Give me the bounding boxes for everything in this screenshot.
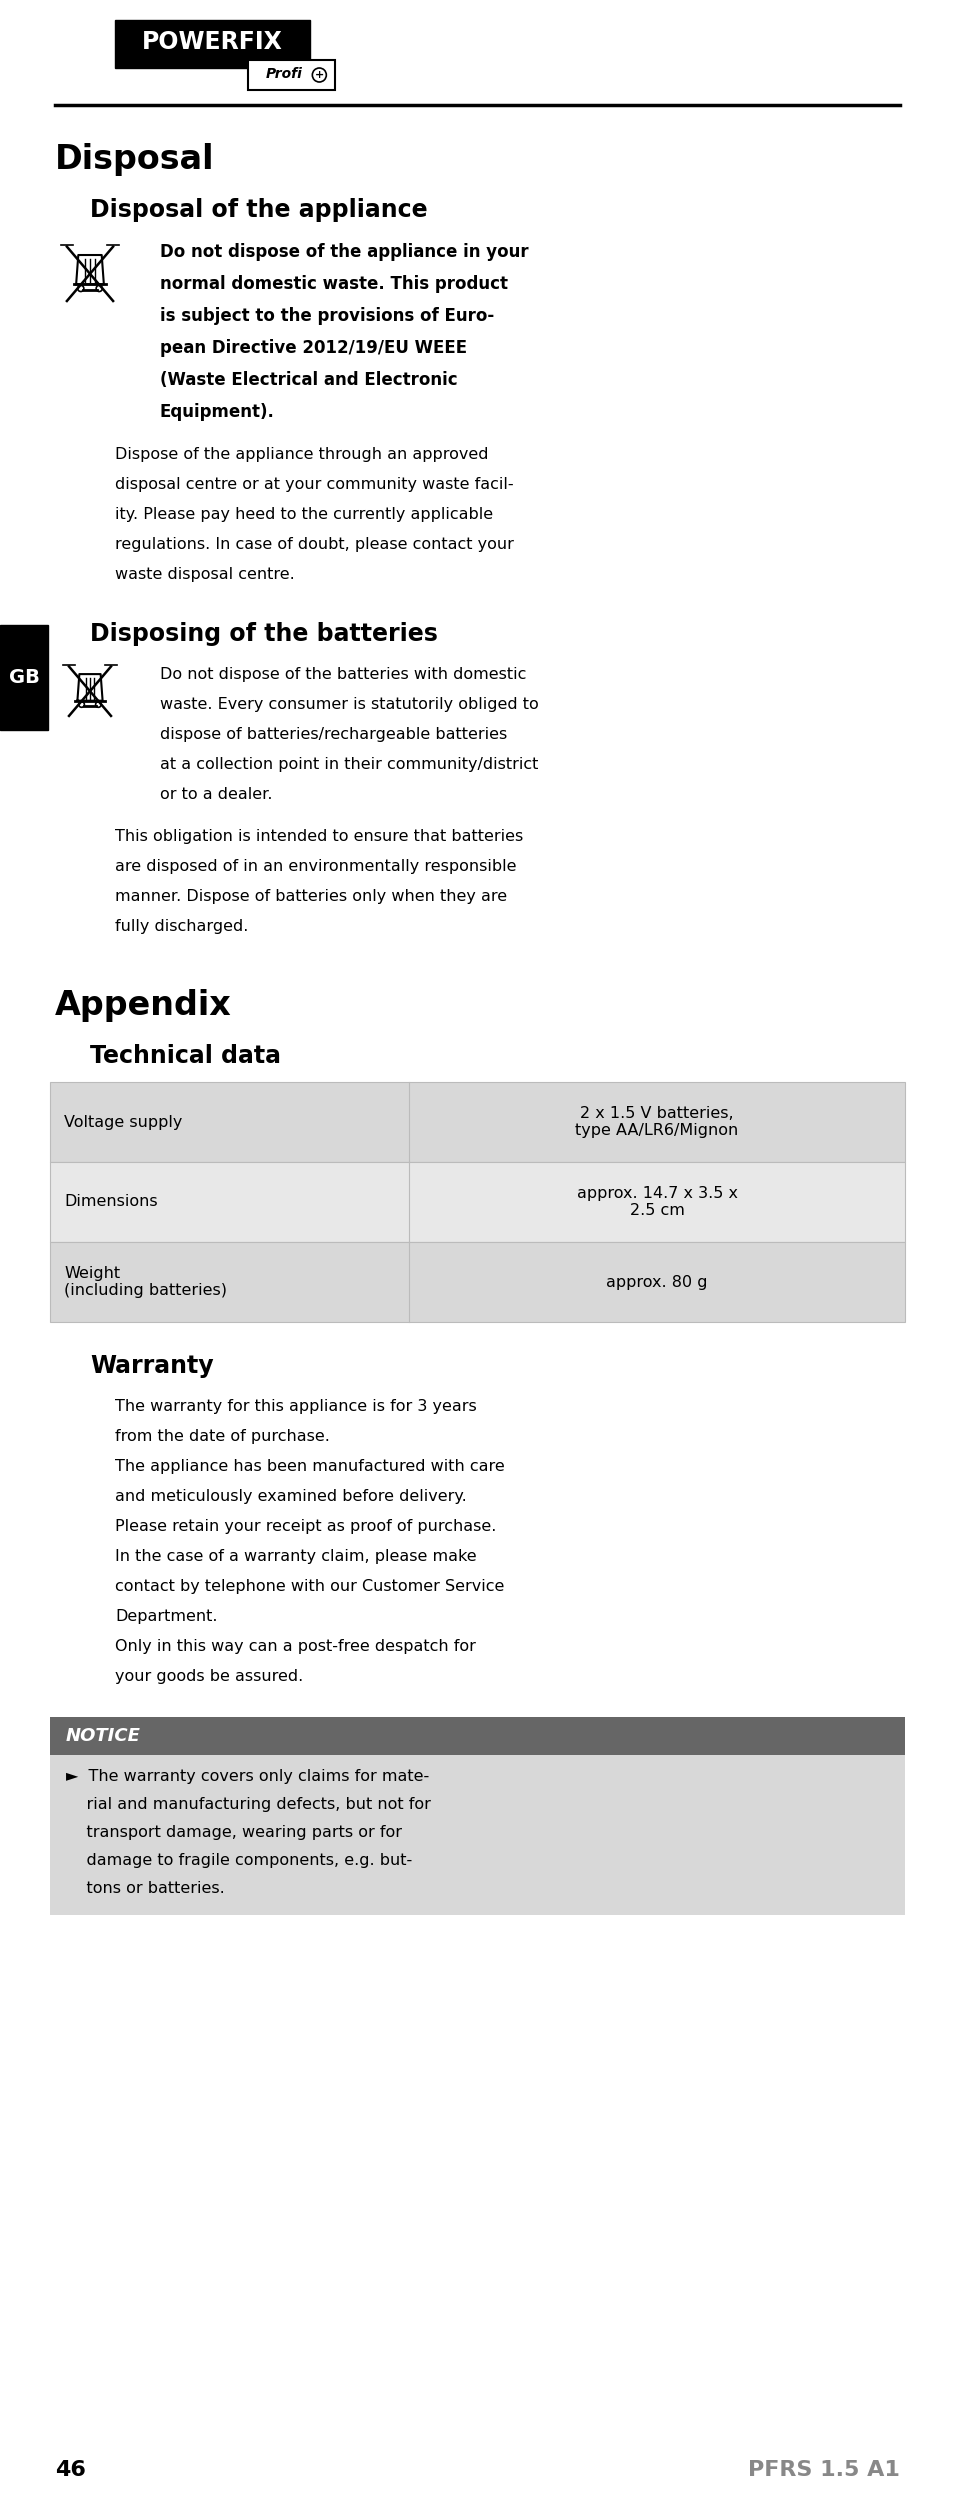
Text: Weight
(including batteries): Weight (including batteries) (64, 1265, 227, 1298)
Text: Please retain your receipt as proof of purchase.: Please retain your receipt as proof of p… (115, 1519, 496, 1534)
Text: Voltage supply: Voltage supply (64, 1114, 182, 1130)
Text: Disposal of the appliance: Disposal of the appliance (90, 198, 427, 221)
Text: waste disposal centre.: waste disposal centre. (115, 567, 294, 582)
Text: approx. 14.7 x 3.5 x
2.5 cm: approx. 14.7 x 3.5 x 2.5 cm (576, 1185, 737, 1217)
Text: Only in this way can a post-free despatch for: Only in this way can a post-free despatc… (115, 1639, 476, 1654)
Text: fully discharged.: fully discharged. (115, 919, 248, 934)
Text: Disposing of the batteries: Disposing of the batteries (90, 622, 437, 645)
Text: +: + (314, 70, 324, 80)
Text: approx. 80 g: approx. 80 g (606, 1275, 707, 1290)
Text: manner. Dispose of batteries only when they are: manner. Dispose of batteries only when t… (115, 889, 507, 904)
Text: (Waste Electrical and Electronic: (Waste Electrical and Electronic (160, 371, 457, 389)
Bar (248, 60, 335, 90)
Text: Profi: Profi (266, 68, 303, 80)
Text: In the case of a warranty claim, please make: In the case of a warranty claim, please … (115, 1549, 476, 1564)
Bar (0, 625, 48, 730)
Text: rial and manufacturing defects, but not for: rial and manufacturing defects, but not … (66, 1797, 431, 1812)
Text: waste. Every consumer is statutorily obliged to: waste. Every consumer is statutorily obl… (160, 698, 538, 713)
Text: Do not dispose of the appliance in your: Do not dispose of the appliance in your (160, 243, 528, 261)
Text: at a collection point in their community/district: at a collection point in their community… (160, 758, 537, 773)
Text: This obligation is intended to ensure that batteries: This obligation is intended to ensure th… (115, 828, 522, 843)
Text: is subject to the provisions of Euro-: is subject to the provisions of Euro- (160, 306, 494, 324)
Text: from the date of purchase.: from the date of purchase. (115, 1428, 330, 1443)
Text: and meticulously examined before delivery.: and meticulously examined before deliver… (115, 1488, 466, 1503)
Text: Dimensions: Dimensions (64, 1195, 157, 1210)
Bar (50, 1717, 904, 1754)
Text: Department.: Department. (115, 1609, 217, 1624)
Text: regulations. In case of doubt, please contact your: regulations. In case of doubt, please co… (115, 537, 514, 552)
Text: Disposal: Disposal (55, 143, 214, 176)
Text: 2 x 1.5 V batteries,
type AA/LR6/Mignon: 2 x 1.5 V batteries, type AA/LR6/Mignon (575, 1107, 738, 1137)
Bar (50, 1162, 904, 1242)
Text: damage to fragile components, e.g. but-: damage to fragile components, e.g. but- (66, 1852, 412, 1867)
Text: or to a dealer.: or to a dealer. (160, 788, 273, 803)
Bar (50, 1082, 904, 1162)
Text: pean Directive 2012/19/EU WEEE: pean Directive 2012/19/EU WEEE (160, 339, 467, 356)
Text: are disposed of in an environmentally responsible: are disposed of in an environmentally re… (115, 858, 516, 873)
Text: Do not dispose of the batteries with domestic: Do not dispose of the batteries with dom… (160, 668, 526, 683)
Circle shape (312, 68, 326, 83)
Text: NOTICE: NOTICE (66, 1727, 141, 1744)
Text: POWERFIX: POWERFIX (142, 30, 283, 55)
Text: normal domestic waste. This product: normal domestic waste. This product (160, 276, 507, 294)
Text: disposal centre or at your community waste facil-: disposal centre or at your community was… (115, 477, 513, 492)
Text: ►  The warranty covers only claims for mate-: ► The warranty covers only claims for ma… (66, 1770, 429, 1785)
Text: your goods be assured.: your goods be assured. (115, 1669, 303, 1684)
Text: Technical data: Technical data (90, 1044, 281, 1067)
Text: transport damage, wearing parts or for: transport damage, wearing parts or for (66, 1825, 401, 1840)
Text: 46: 46 (55, 2460, 86, 2480)
Text: Equipment).: Equipment). (160, 404, 274, 422)
Text: PFRS 1.5 A1: PFRS 1.5 A1 (747, 2460, 899, 2480)
Text: tons or batteries.: tons or batteries. (66, 1880, 225, 1895)
Text: contact by telephone with our Customer Service: contact by telephone with our Customer S… (115, 1579, 504, 1594)
Text: ity. Please pay heed to the currently applicable: ity. Please pay heed to the currently ap… (115, 507, 493, 522)
Text: The warranty for this appliance is for 3 years: The warranty for this appliance is for 3… (115, 1398, 476, 1413)
Bar (50, 1242, 904, 1323)
Bar (50, 1754, 904, 1915)
Text: Dispose of the appliance through an approved: Dispose of the appliance through an appr… (115, 447, 488, 462)
Bar (115, 20, 310, 68)
Text: The appliance has been manufactured with care: The appliance has been manufactured with… (115, 1458, 504, 1473)
Text: GB: GB (9, 668, 39, 688)
Text: dispose of batteries/rechargeable batteries: dispose of batteries/rechargeable batter… (160, 728, 507, 743)
Text: Warranty: Warranty (90, 1353, 213, 1378)
Text: Appendix: Appendix (55, 989, 232, 1022)
